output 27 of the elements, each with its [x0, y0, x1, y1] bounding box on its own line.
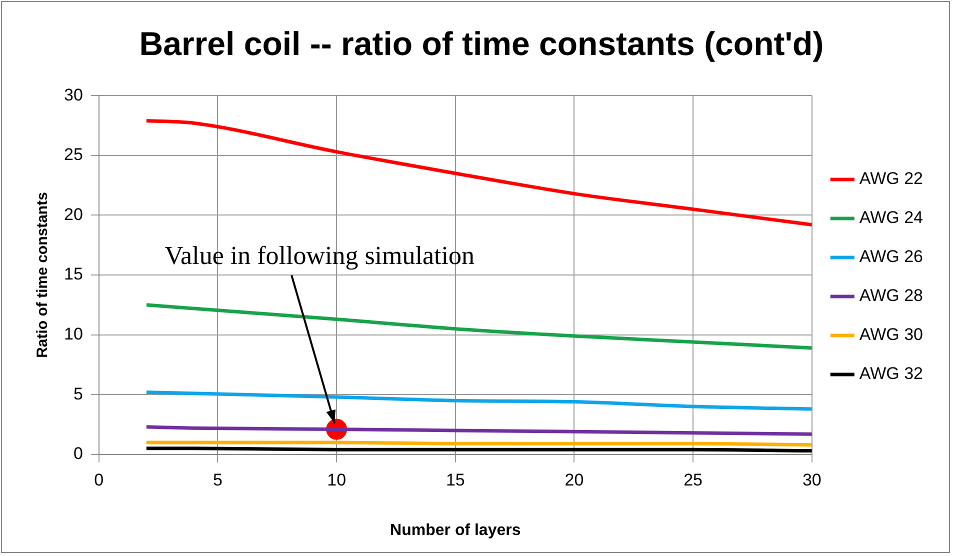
y-tick-label: 15 — [64, 264, 83, 284]
x-tick-label: 5 — [213, 470, 222, 490]
y-tick-label: 5 — [73, 384, 83, 404]
x-tick-label: 25 — [684, 470, 703, 490]
y-tick-label: 0 — [73, 444, 83, 464]
chart-title: Barrel coil -- ratio of time constants (cont'd) — [139, 24, 824, 62]
legend-label: AWG 28 — [859, 286, 923, 306]
y-tick-label: 20 — [64, 204, 83, 224]
line-series — [144, 303, 812, 350]
x-tick-label: 10 — [327, 470, 346, 490]
line-series — [144, 118, 812, 227]
x-tick-label: 30 — [802, 470, 822, 490]
legend-label: AWG 24 — [859, 208, 923, 228]
legend-label: AWG 22 — [859, 169, 923, 188]
x-tick-label: 0 — [94, 470, 104, 490]
x-axis-title: Number of layers — [390, 522, 521, 539]
legend-label: AWG 30 — [859, 325, 923, 344]
y-tick-label: 30 — [64, 85, 83, 104]
y-tick-label: 10 — [64, 324, 83, 344]
legend-label: AWG 26 — [859, 247, 923, 266]
line-series — [144, 390, 812, 411]
x-tick-label: 15 — [446, 470, 465, 490]
y-tick-label: 25 — [64, 145, 83, 164]
y-axis-title: Ratio of time constants — [34, 192, 52, 358]
annotation: Value in following simulation — [164, 241, 474, 270]
legend-label: AWG 32 — [859, 364, 923, 384]
x-tick-label: 20 — [564, 470, 584, 490]
